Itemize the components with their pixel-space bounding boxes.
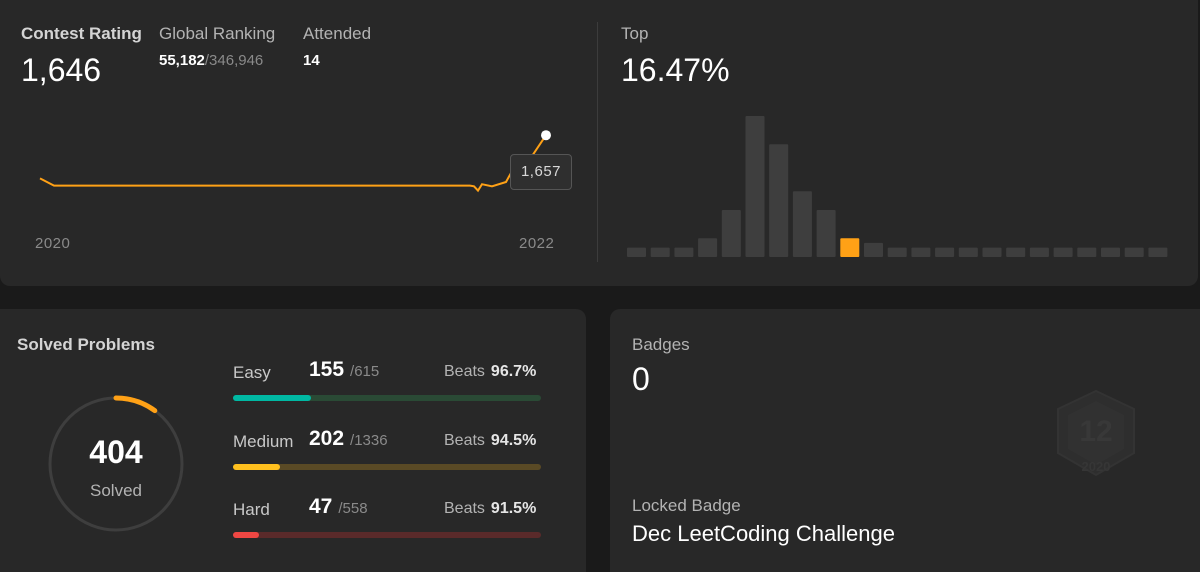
- beats-label: Beats: [444, 500, 485, 517]
- distribution-bar[interactable]: [982, 247, 1002, 257]
- difficulty-beats: Beats 96.7%: [444, 363, 536, 381]
- beats-value: 94.5%: [490, 432, 537, 449]
- distribution-bar[interactable]: [1006, 247, 1026, 257]
- difficulty-count: 202: [309, 427, 345, 450]
- difficulty-name: Hard: [233, 500, 270, 519]
- beats-value: 91.5%: [490, 500, 537, 517]
- distribution-bar[interactable]: [721, 210, 741, 257]
- distribution-bar[interactable]: [911, 247, 931, 257]
- beats-label: Beats: [444, 432, 485, 449]
- distribution-bar[interactable]: [935, 247, 955, 257]
- difficulty-progress-track: [233, 532, 541, 538]
- distribution-bar[interactable]: [745, 116, 765, 257]
- difficulty-progress-fill: [233, 464, 280, 470]
- distribution-bar[interactable]: [627, 247, 646, 257]
- attended-label: Attended: [303, 24, 372, 43]
- distribution-bar[interactable]: [1148, 247, 1168, 257]
- global-ranking-total: /346,946: [204, 52, 264, 69]
- beats-value: 96.7%: [490, 363, 537, 380]
- global-ranking-value: 55,182/346,946: [159, 52, 263, 69]
- distribution-bar[interactable]: [958, 247, 978, 257]
- difficulty-beats: Beats 91.5%: [444, 500, 536, 518]
- distribution-bar[interactable]: [1101, 247, 1120, 257]
- difficulty-count-group: 155/615: [309, 358, 379, 382]
- solved-problems-card: Solved Problems 404 Solved Easy 155/615 Be…: [0, 309, 586, 572]
- difficulty-name: Medium: [233, 432, 294, 451]
- distribution-bar[interactable]: [792, 191, 812, 257]
- distribution-bar[interactable]: [1124, 247, 1144, 257]
- distribution-bar[interactable]: [1029, 247, 1049, 257]
- emblem-number: 12: [1079, 415, 1112, 448]
- locked-badge-name[interactable]: Dec LeetCoding Challenge: [632, 521, 895, 546]
- distribution-bar[interactable]: [887, 247, 907, 257]
- distribution-bar[interactable]: [1053, 247, 1073, 257]
- contest-rating-value: 1,646: [21, 52, 102, 88]
- difficulty-count: 155: [309, 358, 345, 381]
- badges-card: Badges 0 12 2020 Locked Badge Dec LeetCo…: [610, 309, 1200, 572]
- axis-label-end: 2022: [519, 235, 555, 252]
- difficulty-beats: Beats 94.5%: [444, 432, 536, 450]
- difficulty-count: 47: [309, 495, 333, 518]
- rating-series-line: [39, 134, 547, 193]
- badges-label: Badges: [632, 335, 690, 354]
- locked-badge-emblem-icon[interactable]: 12 2020: [1050, 387, 1142, 479]
- global-ranking-label: Global Ranking: [159, 24, 276, 43]
- card-divider: [597, 22, 598, 262]
- rating-tooltip: 1,657: [510, 154, 572, 190]
- beats-label: Beats: [444, 363, 485, 380]
- distribution-bar[interactable]: [698, 238, 718, 257]
- emblem-year: 2020: [1082, 459, 1111, 474]
- distribution-bar[interactable]: [769, 144, 789, 257]
- distribution-bar[interactable]: [1077, 247, 1097, 257]
- attended-value: 14: [303, 52, 320, 69]
- difficulty-progress-track: [233, 395, 541, 401]
- top-percentage-value: 16.47%: [621, 52, 730, 88]
- rating-distribution-chart[interactable]: [620, 100, 1180, 260]
- difficulty-count-group: 47/558: [309, 495, 368, 519]
- solved-progress-ring[interactable]: [46, 394, 186, 534]
- solved-total-label: Solved: [90, 481, 142, 500]
- badges-count: 0: [632, 361, 650, 397]
- ring-progress-arc: [47, 395, 185, 533]
- difficulty-progress-fill: [233, 532, 259, 538]
- difficulty-name: Easy: [233, 363, 271, 382]
- contest-card: Contest Rating 1,646 Global Ranking 55,1…: [0, 0, 1198, 286]
- contest-rating-label: Contest Rating: [21, 24, 142, 43]
- solved-problems-title: Solved Problems: [17, 335, 155, 354]
- difficulty-count-group: 202/1336: [309, 427, 388, 451]
- difficulty-total: /558: [338, 500, 368, 517]
- difficulty-total: /615: [350, 363, 380, 380]
- distribution-bar[interactable]: [674, 247, 694, 257]
- solved-total-count: 404: [89, 434, 143, 470]
- difficulty-total: /1336: [350, 432, 388, 449]
- distribution-bar[interactable]: [816, 210, 836, 257]
- difficulty-progress-track: [233, 464, 541, 470]
- distribution-bar-current[interactable]: [840, 238, 860, 257]
- axis-label-start: 2020: [35, 235, 71, 252]
- locked-badge-label: Locked Badge: [632, 496, 741, 515]
- difficulty-progress-fill: [233, 395, 311, 401]
- distribution-bar[interactable]: [650, 247, 670, 257]
- rating-line-chart[interactable]: [0, 100, 590, 220]
- global-ranking-rank: 55,182: [159, 52, 205, 69]
- top-label: Top: [621, 24, 649, 43]
- rating-latest-point[interactable]: [541, 130, 551, 141]
- distribution-bar[interactable]: [864, 242, 883, 257]
